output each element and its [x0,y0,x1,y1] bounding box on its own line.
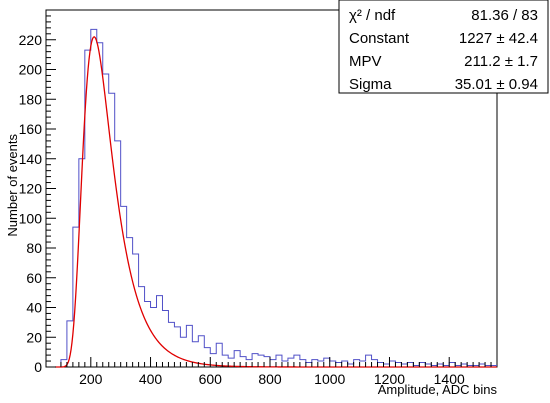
histogram-bin [264,357,270,367]
histogram-bin [174,327,180,367]
y-tick-label: 0 [34,359,42,375]
histogram-bin [139,287,145,367]
histogram-bin [407,363,413,367]
y-tick-label: 80 [26,240,42,256]
histogram-bin [330,361,336,367]
y-tick-label: 200 [19,62,43,78]
histogram-bin [318,361,324,367]
histogram-bin [300,360,306,367]
histogram-bin [198,336,204,367]
stats-label: χ² / ndf [349,7,396,24]
stats-value: 211.2 ± 1.7 [464,53,538,70]
histogram-bin [216,343,222,367]
histogram-bin [282,361,288,367]
histogram-bin [246,360,252,367]
histogram-bin [389,361,395,367]
y-tick-label: 100 [19,210,43,226]
histogram-bin [234,351,240,367]
x-tick-label: 800 [258,371,282,387]
y-tick-label: 160 [19,121,43,137]
histogram-bin [276,355,282,367]
histogram-bin [145,302,151,367]
stats-value: 81.36 / 83 [471,7,538,24]
stats-value: 35.01 ± 0.94 [455,76,538,93]
y-tick-label: 120 [19,181,43,197]
histogram-bin [270,360,276,367]
x-tick-label: 1200 [374,371,405,387]
y-axis: 0 20 40 60 80 100 120 140 160 180 200 220 [19,15,56,375]
stats-box-frame [338,0,549,94]
histogram-bin [121,206,127,367]
histogram-bin [180,337,186,367]
histogram-bin [91,29,97,367]
histogram-bin [258,355,264,367]
histogram-bin [360,361,366,367]
x-axis: 200 400 600 800 1000 1200 1400 [60,357,492,387]
histogram-bin [157,296,163,367]
histogram-bin [419,363,425,367]
histogram-bin [162,310,168,367]
histogram-bin [449,363,455,367]
histogram-bin [79,159,85,367]
y-tick-label: 20 [26,329,42,345]
stats-value: 1227 ± 42.4 [459,30,538,47]
histogram-bin [288,358,294,367]
histogram-bin [168,322,174,367]
x-axis-title: Amplitude, ADC bins [378,382,498,397]
histogram-bin [395,363,401,367]
histogram-bin [378,363,384,367]
x-tick-label: 600 [199,371,223,387]
stats-label: Sigma [349,76,392,93]
histogram-bin [366,355,372,367]
histogram-bin [312,360,318,367]
histogram-bin [97,43,103,367]
stats-label: MPV [349,53,382,70]
histogram-bin [294,355,300,367]
y-axis-title: Number of events [5,134,20,237]
y-tick-label: 40 [26,300,42,316]
histogram-bin [336,363,342,367]
y-tick-label: 220 [19,32,43,48]
histogram-bin [252,354,258,367]
histogram-bin [354,360,360,367]
histogram-bin [240,357,246,367]
y-tick-label: 180 [19,91,43,107]
histogram-bin [324,358,330,367]
histogram-bin [115,141,121,367]
x-tick-label: 1400 [434,371,465,387]
x-tick-label: 400 [139,371,163,387]
y-tick-label: 140 [19,151,43,167]
stats-label: Constant [349,30,410,47]
histogram-bin [133,254,139,367]
y-tick-label: 60 [26,270,42,286]
stats-box: χ² / ndf 81.36 / 83 Constant 1227 ± 42.4 MPV… [338,0,549,94]
x-tick-label: 1000 [314,371,345,387]
x-tick-label: 200 [79,371,103,387]
histogram-bin [372,360,378,367]
histogram-bin [342,361,348,367]
